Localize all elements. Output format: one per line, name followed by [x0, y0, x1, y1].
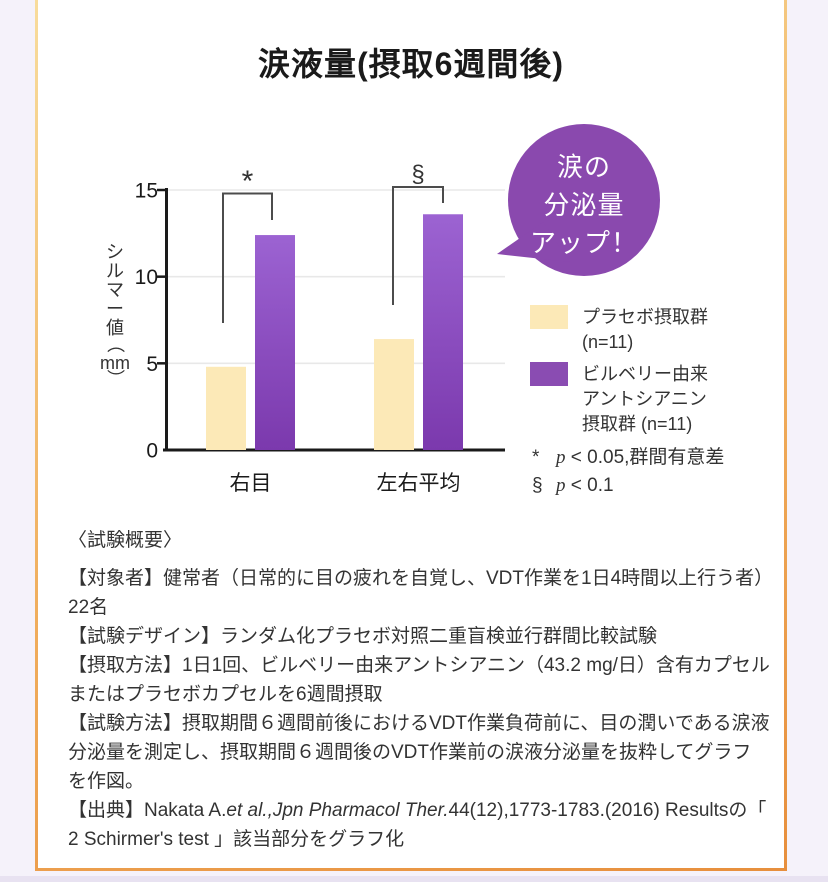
legend-swatch-anthocyanin [530, 362, 568, 386]
y-axis-unit-paren-open: （ [105, 335, 125, 353]
study-summary-heading: 〈試験概要〉 [68, 530, 183, 551]
study-summary: 〈試験概要〉 【対象者】健常者（日常的に目の疲れを自覚し、VDT作業を1日4時間… [68, 528, 770, 854]
legend-item-anthocyanin: ビルベリー由来 アントシアニン 摂取群 (n=11) [530, 362, 708, 437]
significance-symbol-0: * [242, 165, 254, 198]
study-summary-design: 【試験デザイン】ランダム化プラセボ対照二重盲検並行群間比較試験 [68, 626, 658, 647]
y-axis-label-char: ル [106, 261, 124, 281]
y-tick-label-0: 0 [146, 440, 158, 463]
badge-tail [497, 222, 570, 262]
speech-bubble-badge [497, 124, 660, 276]
y-axis-label-char: シ [106, 242, 124, 262]
badge-line-1: 涙の [556, 152, 611, 182]
study-summary-subjects: 【対象者】健常者（日常的に目の疲れを自覚し、VDT作業を1日4時間以上行う者）2… [68, 568, 764, 618]
legend-swatch-placebo [530, 305, 568, 329]
significance-note-2: § p < 0.1 [532, 475, 614, 496]
y-axis-unit: mm [100, 353, 130, 373]
study-summary-method: 【試験方法】摂取期間６週間前後におけるVDT作業負荷前に、目の潤いである涙液分泌… [68, 713, 770, 792]
y-axis-label-char: ー [106, 299, 124, 319]
x-category-label-0: 右目 [230, 472, 272, 495]
x-category-label-1: 左右平均 [377, 472, 461, 495]
badge-text: 涙の 分泌量 アップ！ [504, 148, 664, 262]
study-summary-intake: 【摂取方法】1日1回、ビルベリー由来アントシアニン（43.2 mg/日）含有カプ… [68, 655, 770, 705]
study-citation: 【出典】Nakata A.et al.,Jpn Pharmacol Ther.4… [68, 800, 767, 850]
y-tick-label-15: 15 [135, 180, 158, 203]
y-axis-unit-paren-close: ） [105, 369, 125, 387]
y-tick-label-5: 5 [146, 353, 158, 376]
significance-note-1: * p < 0.05,群間有意差 [532, 447, 725, 468]
content-card: 涙液量(摂取6週間後) 0 5 10 15 右目 左右平均 * § シルマー値（mm） 涙の 分… [35, 0, 787, 871]
bottom-divider [0, 876, 828, 882]
significance-bracket-0 [222, 192, 273, 323]
page-title: 涙液量(摂取6週間後) [257, 46, 565, 82]
y-axis-label-char: マ [106, 280, 124, 300]
legend-label-placebo: プラセボ摂取群 (n=11) [582, 307, 708, 352]
significance-symbol-1: § [411, 161, 424, 188]
bar-placebo-1 [374, 339, 414, 450]
bar-anthocyanin-1 [423, 214, 463, 450]
y-axis-label-char: 値 [106, 318, 124, 338]
badge-line-2: 分泌量 [543, 190, 625, 220]
bar-anthocyanin-0 [255, 235, 295, 450]
y-tick-label-10: 10 [135, 266, 158, 289]
legend-item-placebo: プラセボ摂取群 (n=11) [530, 305, 708, 355]
significance-notes: * p < 0.05,群間有意差 § p < 0.1 [532, 444, 724, 500]
significance-bracket-1 [392, 186, 444, 305]
bar-placebo-0 [206, 366, 246, 450]
badge-line-3: アップ！ [529, 228, 638, 258]
legend-label-anthocyanin: ビルベリー由来 アントシアニン 摂取群 (n=11) [582, 364, 708, 434]
